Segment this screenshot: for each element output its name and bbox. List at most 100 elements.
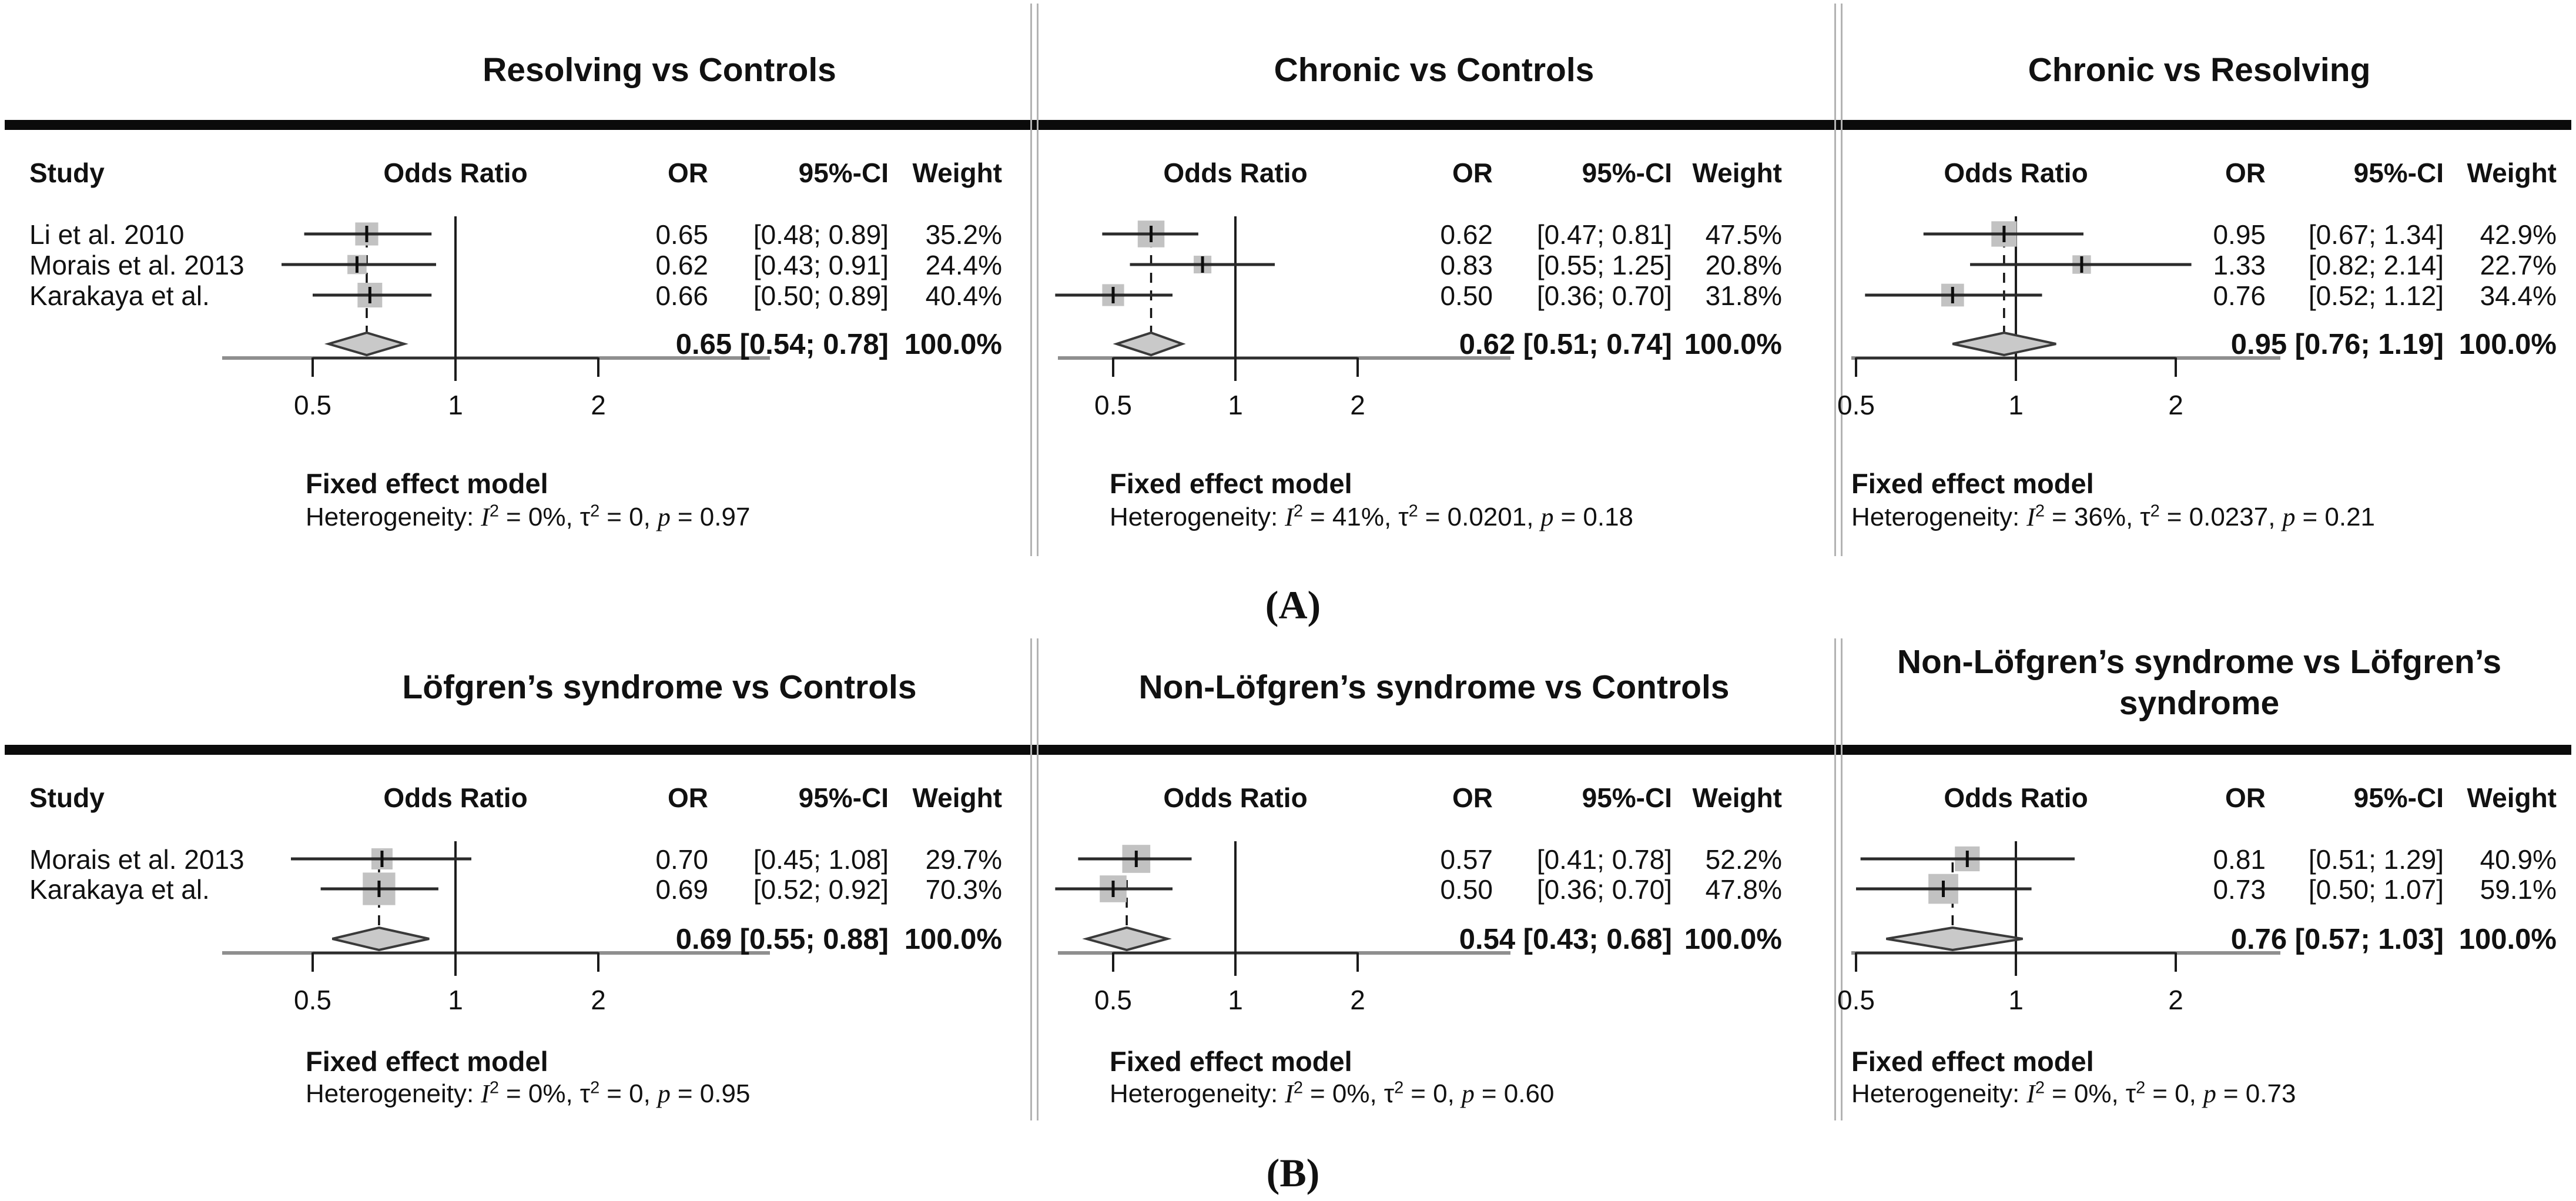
ci-value: [0.52; 0.92] [753,874,889,905]
summary-or-ci: 0.95 [0.76; 1.19] [2230,329,2444,360]
weight-value: 52.2% [1705,844,1782,875]
tau-squared-value: = 0, [1411,1079,1455,1108]
axis-tick-label: 2 [1350,985,1365,1015]
axis-tick-label: 2 [591,985,606,1015]
column-header-or: OR [2225,158,2266,188]
axis-tick-label: 1 [2008,985,2024,1015]
summary-or-ci: 0.76 [0.57; 1.03] [2230,924,2444,955]
tau-squared-value: = 0, [2152,1079,2196,1108]
panel-title-line2: syndrome [2119,684,2280,722]
or-value: 0.70 [655,844,708,875]
weight-value: 59.1% [2480,874,2557,905]
header-rule-row-a [5,120,2571,130]
column-header-odds-ratio: Odds Ratio [1163,782,1308,813]
forest-plot-panel-3 [222,841,770,976]
axis-tick-label: 1 [2008,390,2024,420]
p-value: = 0.97 [677,503,751,531]
or-value: 0.57 [1440,844,1493,875]
het-label: Heterogeneity: [1110,1079,1278,1108]
p-symbol: p [657,503,671,531]
column-header-ci: 95%-CI [2353,782,2444,813]
p-symbol: p [2282,503,2296,531]
or-value: 0.83 [1440,250,1493,280]
het-label: Heterogeneity: [306,1079,474,1108]
or-value: 0.62 [655,250,708,280]
axis-tick-label: 0.5 [294,985,331,1015]
tau-squared-value: = 0, [607,1079,651,1108]
ci-value: [0.41; 0.78] [1536,844,1672,875]
or-value: 0.76 [2213,280,2266,311]
panel-title: Resolving vs Controls [483,51,836,89]
panel-title: Löfgren’s syndrome vs Controls [402,668,917,706]
column-header-weight: Weight [1692,782,1782,813]
i-squared-symbol: I2 [2026,501,2045,531]
or-value: 0.62 [1440,219,1493,250]
i-squared-value: = 0%, [505,1079,573,1108]
i-squared-value: = 36%, [2051,503,2133,531]
heterogeneity-line: Heterogeneity: I2 = 36%, τ2 = 0.0237, p … [1851,500,2375,534]
axis-tick-label: 2 [2168,985,2183,1015]
model-label: Fixed effect model [306,468,548,499]
ci-value: [0.55; 1.25] [1536,250,1672,280]
tau-squared-symbol: τ2 [2140,501,2160,531]
tau-squared-value: = 0, [607,503,651,531]
weight-value: 70.3% [925,874,1002,905]
summary-or-ci: 0.69 [0.55; 0.88] [675,924,889,955]
header-rule-row-b [5,745,2571,755]
weight-value: 35.2% [925,219,1002,250]
weight-value: 47.8% [1705,874,1782,905]
panel-divider [1834,4,1843,556]
axis-tick-label: 1 [1228,985,1243,1015]
i-squared-value: = 0%, [2051,1079,2119,1108]
tau-squared-symbol: τ2 [579,501,600,531]
ci-value: [0.43; 0.91] [753,250,889,280]
column-header-or: OR [668,782,708,813]
tau-squared-symbol: τ2 [1384,1078,1404,1108]
ci-value: [0.67; 1.34] [2308,219,2444,250]
weight-value: 42.9% [2480,219,2557,250]
column-header-weight: Weight [2467,158,2557,188]
column-header-ci: 95%-CI [1582,782,1672,813]
column-header-study: Study [29,158,105,188]
or-value: 0.95 [2213,219,2266,250]
het-label: Heterogeneity: [306,503,474,531]
model-label: Fixed effect model [1851,1046,2094,1077]
model-label: Fixed effect model [1851,468,2094,499]
i-squared-value: = 0%, [1309,1079,1377,1108]
p-value: = 0.18 [1560,503,1634,531]
weight-value: 40.9% [2480,844,2557,875]
or-value: 0.66 [655,280,708,311]
weight-value: 24.4% [925,250,1002,280]
column-header-or: OR [1452,158,1493,188]
p-symbol: p [1540,503,1554,531]
column-header-weight: Weight [912,782,1002,813]
weight-value: 20.8% [1705,250,1782,280]
panel-title: Chronic vs Controls [1274,51,1594,89]
column-header-weight: Weight [912,158,1002,188]
weight-value: 47.5% [1705,219,1782,250]
weight-value: 29.7% [925,844,1002,875]
i-squared-value: = 41%, [1309,503,1392,531]
column-header-ci: 95%-CI [1582,158,1672,188]
summary-weight: 100.0% [904,924,1002,955]
summary-or-ci: 0.62 [0.51; 0.74] [1459,329,1672,360]
or-value: 1.33 [2213,250,2266,280]
study-name: Karakaya et al. [29,874,210,905]
or-value: 0.81 [2213,844,2266,875]
summary-or-ci: 0.65 [0.54; 0.78] [675,329,889,360]
column-header-weight: Weight [1692,158,1782,188]
p-value: = 0.60 [1481,1079,1555,1108]
or-value: 0.69 [655,874,708,905]
ci-value: [0.50; 1.07] [2308,874,2444,905]
ci-value: [0.48; 0.89] [753,219,889,250]
ci-value: [0.82; 2.14] [2308,250,2444,280]
p-value: = 0.95 [677,1079,751,1108]
p-value: = 0.73 [2223,1079,2296,1108]
forest-plot-panel-1 [1055,216,1510,381]
het-label: Heterogeneity: [1110,503,1278,531]
axis-tick-label: 1 [448,390,463,420]
axis-tick-label: 0.5 [1094,390,1132,420]
ci-value: [0.47; 0.81] [1536,219,1672,250]
p-value: = 0.21 [2302,503,2376,531]
forest-plot-panel-5 [1851,841,2280,976]
